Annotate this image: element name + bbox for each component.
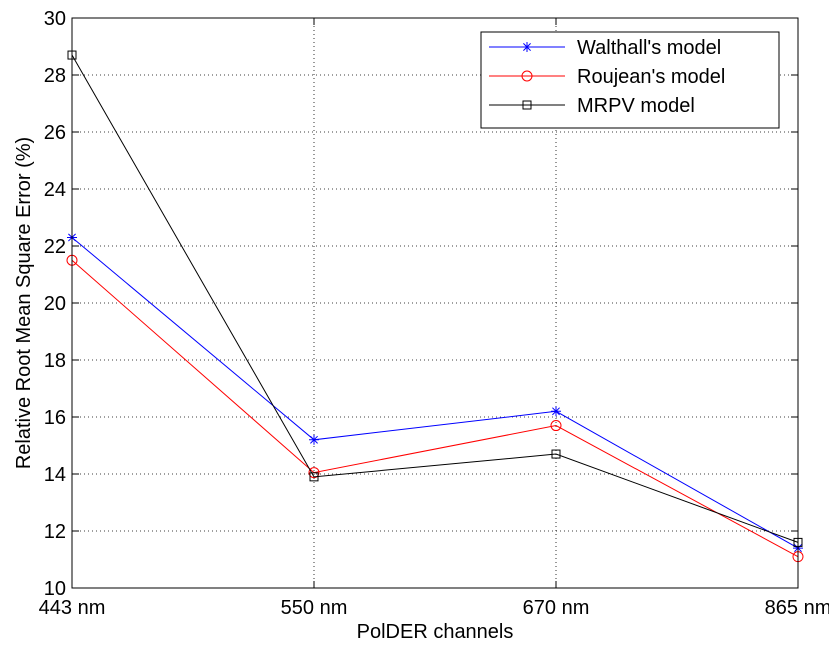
legend-label: Roujean's model — [577, 66, 725, 88]
y-tick-label: 28 — [44, 65, 66, 87]
y-tick-label: 16 — [44, 407, 66, 429]
axis-ticks: 10 12 14 16 18 20 22 24 26 28 30 443 nm 550 nm 670 nm… — [39, 8, 829, 619]
x-tick-label: 550 nm — [281, 597, 348, 619]
y-tick-label: 30 — [44, 8, 66, 30]
data-point — [551, 406, 561, 417]
y-tick-label: 24 — [44, 179, 66, 201]
y-tick-label: 18 — [44, 350, 66, 372]
y-tick-label: 20 — [44, 293, 66, 315]
legend-marker — [522, 100, 532, 110]
series-line — [71, 54, 799, 543]
y-tick-label: 10 — [44, 578, 66, 600]
legend-marker — [521, 70, 533, 82]
data-point — [309, 472, 319, 482]
y-tick-label: 22 — [44, 236, 66, 258]
series-line — [71, 259, 799, 558]
legend-label: MRPV model — [577, 95, 695, 117]
y-tick-label: 12 — [44, 521, 66, 543]
data-point — [550, 420, 562, 432]
y-axis-label: Relative Root Mean Square Error (%) — [13, 137, 35, 469]
legend: Walthall's model Roujean's model MRPV mode… — [480, 31, 780, 129]
y-tick-label: 14 — [44, 464, 66, 486]
data-point — [308, 467, 320, 479]
series-line — [71, 237, 799, 549]
x-tick-label: 443 nm — [39, 597, 106, 619]
legend-label: Walthall's model — [577, 37, 721, 59]
x-tick-label: 670 nm — [523, 597, 590, 619]
legend-marker — [522, 42, 532, 52]
x-tick-label: 865 nm — [765, 597, 829, 619]
x-axis-label: PolDER channels — [357, 621, 514, 640]
data-point — [309, 434, 319, 445]
data-point — [551, 449, 561, 459]
y-tick-label: 26 — [44, 122, 66, 144]
